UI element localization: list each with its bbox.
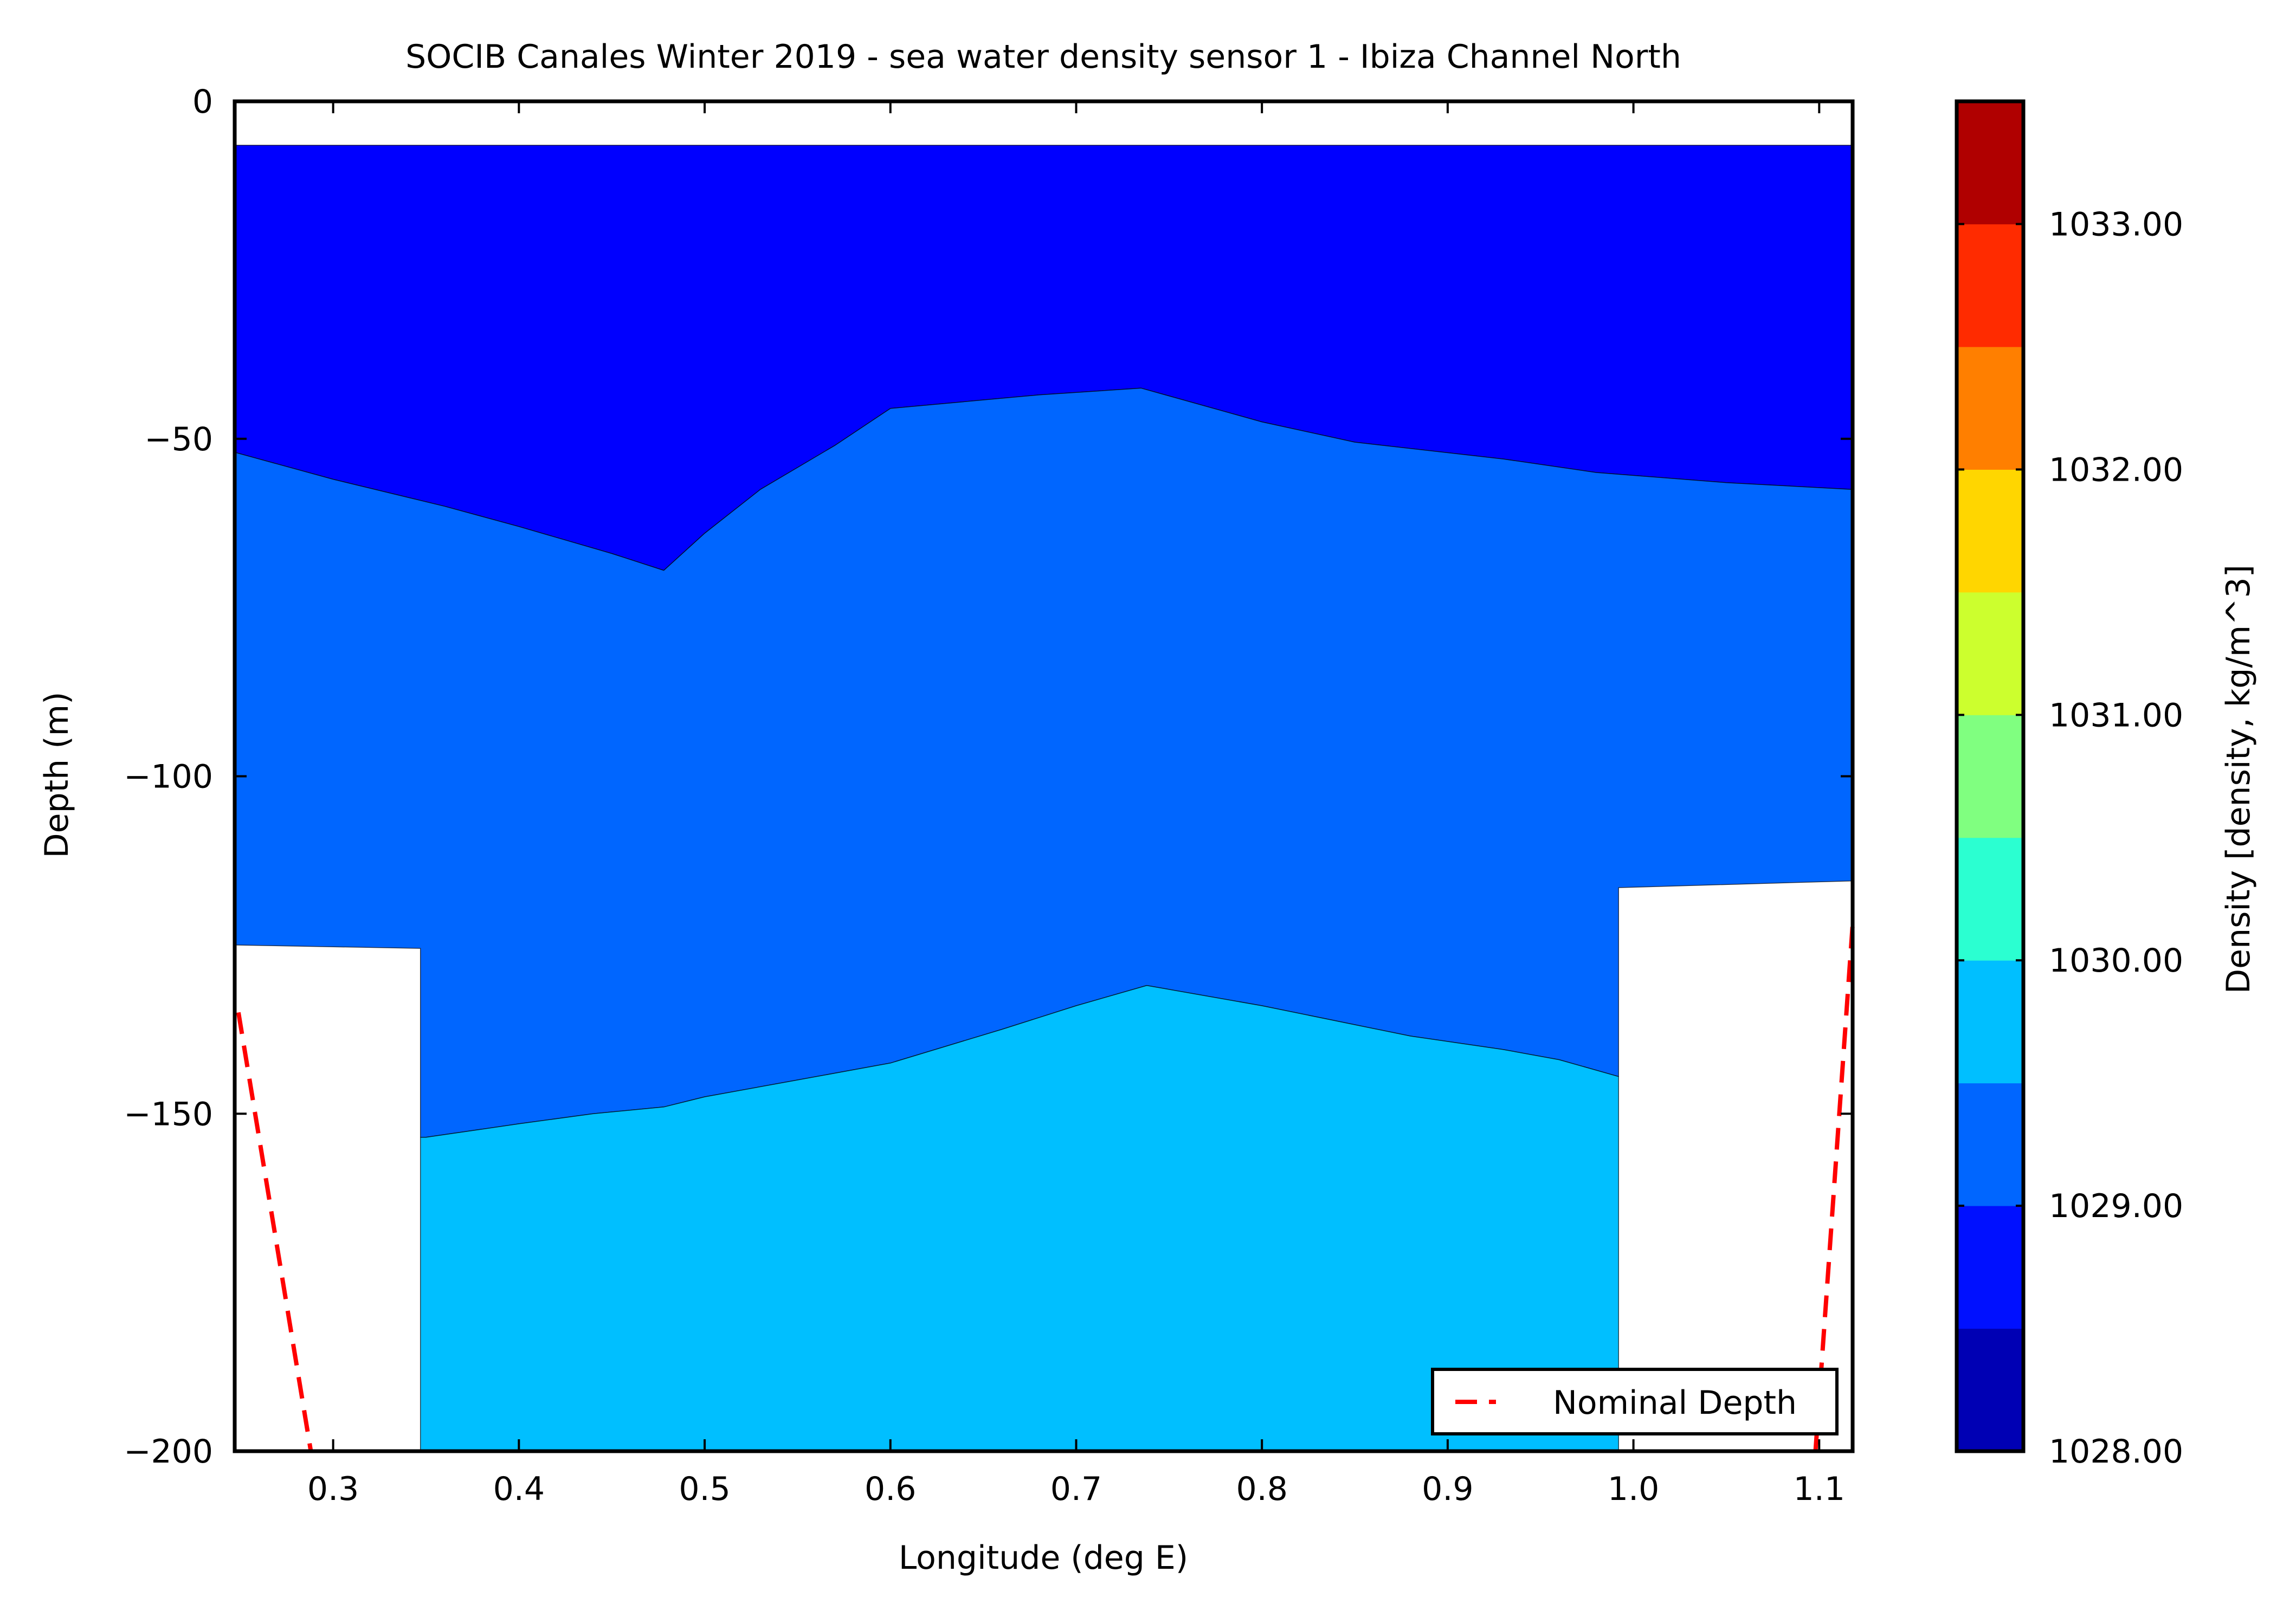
chart-title: SOCIB Canales Winter 2019 - sea water de… [405, 38, 1681, 76]
colorbar-band [1957, 715, 2023, 838]
y-axis: 0 −50 −100 −150 −200 [124, 83, 1853, 1471]
colorbar-tick-label: 1028.00 [2049, 1433, 2183, 1471]
x-tick-label: 0.6 [865, 1470, 916, 1508]
nominal-depth-line-2 [1813, 924, 1855, 1452]
contour-region-3 [420, 985, 1619, 1452]
x-tick-label: 0.5 [679, 1470, 730, 1508]
colorbar-label: Density [density, kg/m^3] [2220, 565, 2258, 994]
contour-regions [234, 145, 1853, 1452]
colorbar-band [1957, 960, 2023, 1084]
colorbar-tick-label: 1031.00 [2049, 696, 2183, 734]
colorbar-frame [1955, 99, 2026, 1453]
y-tick-label: −150 [124, 1095, 213, 1133]
y-tick-label: 0 [192, 83, 213, 121]
colorbar-band [1957, 224, 2023, 347]
y-tick-label: −200 [124, 1433, 213, 1471]
y-tick-label: −50 [144, 421, 213, 458]
x-tick-label: 0.7 [1050, 1470, 1102, 1508]
colorbar-tick-label: 1030.00 [2049, 942, 2183, 980]
x-tick-label: 0.3 [307, 1470, 359, 1508]
colorbar: 1028.00 1029.00 1030.00 1031.00 1032.00 1033.… [1955, 99, 2183, 1471]
colorbar-band [1957, 101, 2023, 224]
colorbar-tick-label: 1033.00 [2049, 205, 2183, 243]
colorbar-band [1957, 1083, 2023, 1206]
x-axis: 0.3 0.4 0.5 0.6 0.7 0.8 0.9 1.0 1.1 [307, 101, 1845, 1508]
nominal-depth-lines [236, 924, 1855, 1452]
legend: Nominal Depth [1431, 1368, 1839, 1435]
colorbar-band [1957, 1206, 2023, 1329]
x-tick-label: 0.8 [1236, 1470, 1287, 1508]
x-axis-label: Longitude (deg E) [899, 1539, 1188, 1577]
legend-box [1431, 1368, 1839, 1435]
colorbar-band [1957, 837, 2023, 961]
x-tick-label: 0.4 [493, 1470, 545, 1508]
colorbar-band [1957, 1328, 2023, 1452]
colorbar-band [1957, 592, 2023, 715]
nominal-depth-line-1 [236, 1012, 313, 1452]
y-axis-label: Depth (m) [38, 691, 76, 858]
colorbar-tick-label: 1029.00 [2049, 1187, 2183, 1225]
y-tick-label: −100 [124, 758, 213, 796]
legend-label-nominal-depth: Nominal Depth [1553, 1384, 1797, 1422]
colorbar-band [1957, 346, 2023, 470]
x-tick-label: 1.1 [1794, 1470, 1845, 1508]
colorbar-tick-label: 1032.00 [2049, 451, 2183, 489]
colorbar-band [1957, 469, 2023, 593]
x-tick-label: 0.9 [1422, 1470, 1473, 1508]
x-tick-label: 1.0 [1608, 1470, 1659, 1508]
